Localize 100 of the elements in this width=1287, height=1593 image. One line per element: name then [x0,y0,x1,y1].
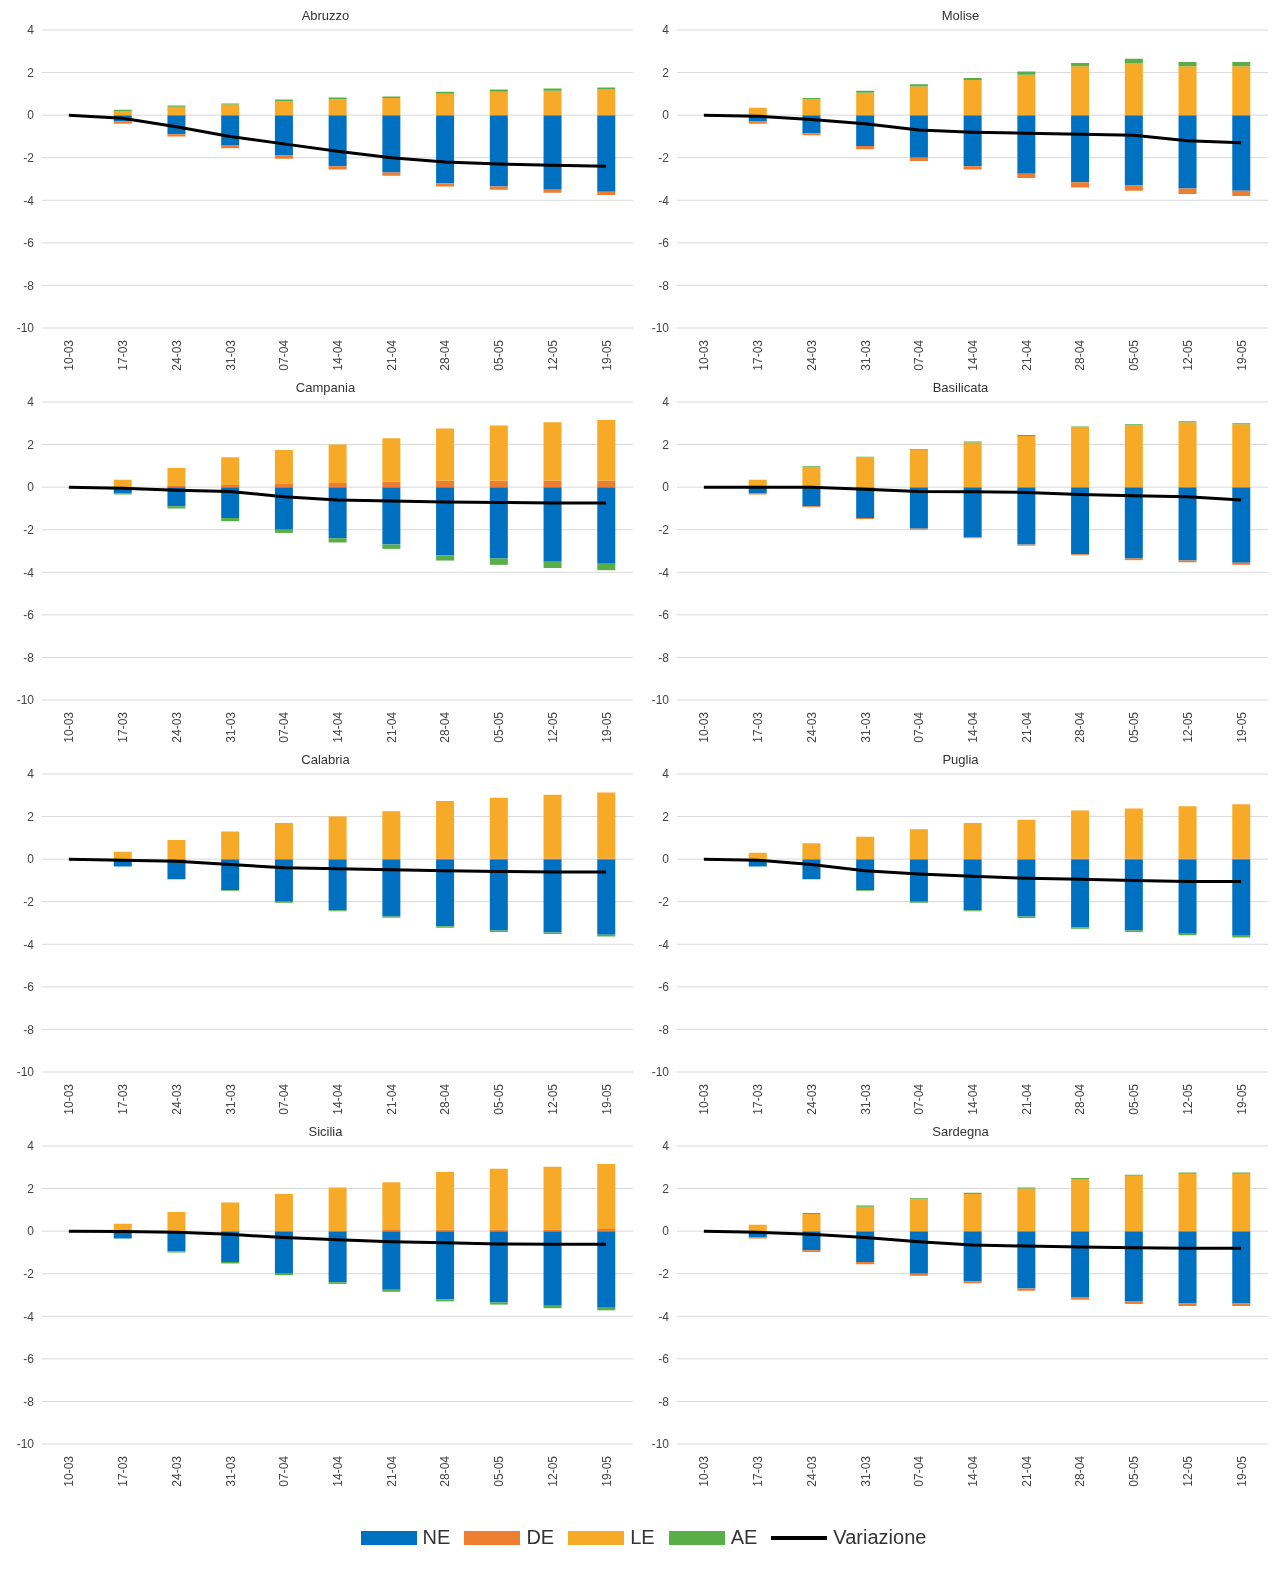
x-tick-label: 17-03 [751,339,766,371]
y-tick-label: 0 [27,480,35,495]
y-tick-label: 2 [27,65,35,80]
y-tick-label: -8 [658,278,670,293]
x-tick-label: 14-04 [966,1083,981,1115]
y-tick-label: -6 [658,1352,670,1367]
x-tick-label: 19-05 [599,711,614,743]
x-tick-label: 07-04 [277,339,292,371]
x-tick-label: 14-04 [966,711,981,743]
x-tick-label: 21-04 [384,1083,399,1115]
chart-title: Molise [940,8,981,24]
y-tick-label: 0 [27,1224,35,1239]
y-tick-label: -6 [658,608,670,623]
y-tick-label: 4 [27,767,35,782]
chart-title: Abruzzo [300,8,351,24]
x-tick-label: 14-04 [331,339,346,371]
x-tick-label: 19-05 [599,1455,614,1487]
x-tick-label: 31-03 [223,711,238,743]
y-tick-label: -4 [658,937,670,952]
y-tick-label: 0 [662,480,670,495]
x-tick-label: 24-03 [804,1455,819,1487]
y-tick-label: -2 [23,894,35,909]
y-tick-label: 2 [662,65,670,80]
y-tick-label: -8 [658,1022,670,1037]
x-tick-label: 10-03 [62,339,77,371]
x-tick-label: 12-05 [545,1455,560,1487]
y-tick-label: -8 [658,1394,670,1409]
x-tick-label: 07-04 [912,711,927,743]
x-tick-label: 10-03 [697,339,712,371]
x-tick-label: 28-04 [1073,711,1088,743]
x-tick-label: 31-03 [858,1455,873,1487]
y-tick-label: -10 [16,1065,35,1080]
y-tick-label: -6 [23,980,35,995]
x-tick-label: 28-04 [1073,1455,1088,1487]
legend-label: Variazione [833,1526,927,1549]
y-tick-label: -2 [658,894,670,909]
y-tick-label: -6 [23,236,35,251]
x-tick-label: 17-03 [751,1083,766,1115]
x-tick-label: 17-03 [116,1083,131,1115]
y-tick-label: -10 [651,693,670,708]
x-tick-label: 28-04 [1073,1083,1088,1115]
y-tick-label: -8 [23,1022,35,1037]
y-tick-label: 4 [27,23,35,38]
x-tick-label: 17-03 [116,1455,131,1487]
y-tick-label: -4 [23,565,35,580]
y-tick-label: 2 [27,437,35,452]
x-tick-label: 05-05 [1127,1083,1142,1115]
y-tick-label: -2 [23,522,35,537]
y-tick-label: -10 [651,1437,670,1452]
legend-label: AE [730,1526,758,1549]
y-tick-label: -4 [658,565,670,580]
x-tick-label: 21-04 [1019,339,1034,371]
x-tick-label: 07-04 [277,1455,292,1487]
y-tick-label: -6 [658,980,670,995]
y-tick-label: -4 [658,193,670,208]
y-tick-label: 2 [27,809,35,824]
y-tick-label: -4 [23,1309,35,1324]
x-tick-label: 05-05 [492,711,507,743]
y-tick-label: -10 [16,321,35,336]
x-tick-label: 12-05 [1180,1083,1195,1115]
x-tick-label: 14-04 [966,1455,981,1487]
x-tick-label: 21-04 [1019,1083,1034,1115]
y-tick-label: -6 [658,236,670,251]
x-tick-label: 07-04 [277,1083,292,1115]
y-tick-label: 0 [27,108,35,123]
x-tick-label: 07-04 [912,1455,927,1487]
legend-label: NE [422,1526,451,1549]
y-tick-label: -10 [651,1065,670,1080]
x-tick-label: 19-05 [1234,711,1249,743]
y-tick-label: 2 [662,437,670,452]
y-tick-label: -8 [23,1394,35,1409]
y-tick-label: 0 [27,852,35,867]
y-tick-label: -6 [23,608,35,623]
x-tick-label: 17-03 [116,711,131,743]
x-tick-label: 12-05 [1180,1455,1195,1487]
y-tick-label: 0 [662,1224,670,1239]
x-tick-label: 28-04 [438,1083,453,1115]
y-tick-label: -8 [23,650,35,665]
y-tick-label: -2 [658,522,670,537]
y-tick-label: 4 [662,23,670,38]
x-tick-label: 12-05 [1180,339,1195,371]
chart-title: Puglia [941,752,980,768]
chart-title: Campania [294,380,357,396]
x-tick-label: 31-03 [223,1083,238,1115]
x-tick-label: 21-04 [384,711,399,743]
x-tick-label: 19-05 [599,1083,614,1115]
x-tick-label: 31-03 [223,339,238,371]
y-tick-label: 2 [27,1181,35,1196]
y-tick-label: 2 [662,809,670,824]
x-tick-label: 12-05 [545,711,560,743]
x-tick-label: 05-05 [1127,339,1142,371]
x-tick-label: 05-05 [492,1083,507,1115]
x-tick-label: 24-03 [804,711,819,743]
x-tick-label: 21-04 [384,1455,399,1487]
chart-title: Sicilia [307,1124,344,1140]
x-tick-label: 24-03 [169,711,184,743]
y-tick-label: -4 [23,193,35,208]
x-tick-label: 10-03 [697,1455,712,1487]
x-tick-label: 14-04 [331,711,346,743]
y-tick-label: -2 [23,1266,35,1281]
